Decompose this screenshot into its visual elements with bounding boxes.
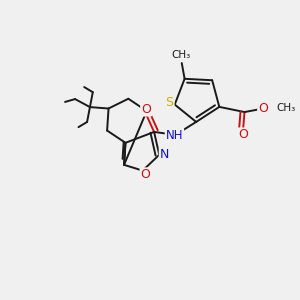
Text: N: N (160, 148, 169, 161)
Text: S: S (166, 96, 174, 109)
Text: O: O (141, 168, 151, 182)
Text: CH₃: CH₃ (276, 103, 296, 113)
Text: NH: NH (166, 129, 183, 142)
Text: O: O (141, 103, 151, 116)
Text: O: O (258, 102, 268, 115)
Text: CH₃: CH₃ (171, 50, 190, 60)
Text: O: O (238, 128, 248, 141)
